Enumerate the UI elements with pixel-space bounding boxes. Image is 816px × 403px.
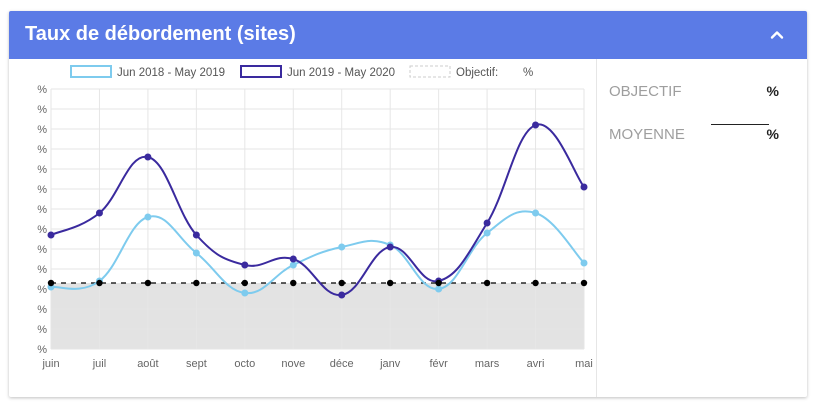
- objective-point: [96, 279, 103, 287]
- y-tick-label: %: [37, 264, 47, 276]
- y-tick-label: %: [37, 104, 47, 116]
- legend-swatch-objective: [409, 65, 451, 78]
- legend-swatch-2018: [70, 65, 112, 78]
- y-tick-label: %: [37, 324, 47, 336]
- objective-point: [47, 279, 55, 287]
- objective-point: [338, 279, 345, 287]
- series-2019-point: [289, 255, 297, 263]
- series-2019-point: [47, 231, 55, 239]
- chart-panel: %%%%%%%%%%%%%% juin juil août sept octo nove dé…: [9, 59, 596, 397]
- y-tick-label: %: [37, 304, 47, 316]
- y-tick-label: %: [37, 204, 47, 216]
- y-tick-label: %: [37, 224, 47, 236]
- panel-divider: [596, 59, 597, 397]
- card-header: Taux de débordement (sites): [9, 11, 807, 59]
- x-tick-label: févr: [429, 358, 448, 370]
- series-2018-point: [241, 289, 249, 297]
- series-2019-point: [338, 291, 346, 299]
- x-tick-label: avri: [527, 358, 545, 370]
- objectif-label: OBJECTIF: [609, 83, 682, 100]
- objectif-value: %: [766, 83, 779, 99]
- series-2019-point: [95, 209, 103, 217]
- objective-point: [193, 279, 200, 287]
- objective-point: [241, 279, 249, 287]
- objective-point: [386, 279, 394, 287]
- x-tick-label: sept: [186, 358, 207, 370]
- x-tick-label: mai: [575, 358, 593, 370]
- objective-point: [483, 279, 491, 287]
- y-tick-label: %: [37, 164, 47, 176]
- objective-point: [144, 279, 152, 287]
- card-title: Taux de débordement (sites): [25, 23, 296, 45]
- objective-point: [290, 279, 297, 287]
- legend-swatch-2019: [240, 65, 282, 78]
- series-2019-point: [241, 261, 249, 269]
- line-chart: %%%%%%%%%%%%%% juin juil août sept octo nove dé…: [37, 65, 593, 370]
- series-2019-point: [386, 243, 394, 251]
- series-2018-point: [435, 285, 443, 293]
- x-tick-label: déce: [330, 358, 354, 370]
- y-tick-label: %: [37, 144, 47, 156]
- x-tick-label: juin: [41, 358, 59, 370]
- below-objective-area: [51, 283, 584, 349]
- y-tick-label: %: [37, 344, 47, 356]
- x-tick-label: octo: [234, 358, 255, 370]
- legend-label-objective: Objectif:: [456, 67, 498, 79]
- x-tick-label: nove: [281, 358, 305, 370]
- legend-objective-suffix: %: [523, 67, 533, 79]
- series-2018-point: [289, 261, 297, 269]
- moyenne-rule: [711, 124, 769, 125]
- y-tick-label: %: [37, 184, 47, 196]
- moyenne-label: MOYENNE: [609, 126, 685, 143]
- series-2019-point: [144, 153, 152, 161]
- collapse-button[interactable]: [765, 23, 789, 47]
- x-tick-label: août: [137, 358, 158, 370]
- objective-point: [580, 279, 588, 287]
- x-tick-label: janv: [379, 358, 401, 370]
- y-tick-label: %: [37, 124, 47, 136]
- series-2019-line: [50, 123, 585, 297]
- stat-moyenne: MOYENNE %: [609, 124, 779, 148]
- legend-label-2019: Jun 2019 - May 2020: [287, 67, 395, 79]
- y-tick-label: %: [37, 84, 47, 96]
- series-2018-point: [144, 213, 152, 221]
- x-tick-label: mars: [475, 358, 500, 370]
- moyenne-value: %: [766, 126, 779, 142]
- x-tick-label: juil: [92, 358, 106, 370]
- objective-point: [532, 279, 539, 287]
- y-tick-label: %: [37, 284, 47, 296]
- series-2018-point: [338, 243, 346, 251]
- series-2019-point: [483, 219, 491, 227]
- legend-label-2018: Jun 2018 - May 2019: [117, 67, 225, 79]
- stat-objectif: OBJECTIF %: [609, 83, 779, 105]
- y-tick-label: %: [37, 244, 47, 256]
- series-2019-point: [580, 183, 588, 191]
- series-2019-point: [192, 231, 200, 239]
- chevron-up-icon: [770, 31, 784, 39]
- objective-point: [435, 279, 442, 287]
- series-2018-point: [483, 229, 491, 237]
- series-2018-point: [580, 259, 588, 267]
- series-2019-point: [532, 121, 540, 129]
- series-2018-point: [532, 209, 540, 217]
- overflow-rate-card: Taux de débordement (sites) %%%%%%%%%%%%…: [9, 11, 807, 397]
- series-2018-point: [192, 249, 200, 257]
